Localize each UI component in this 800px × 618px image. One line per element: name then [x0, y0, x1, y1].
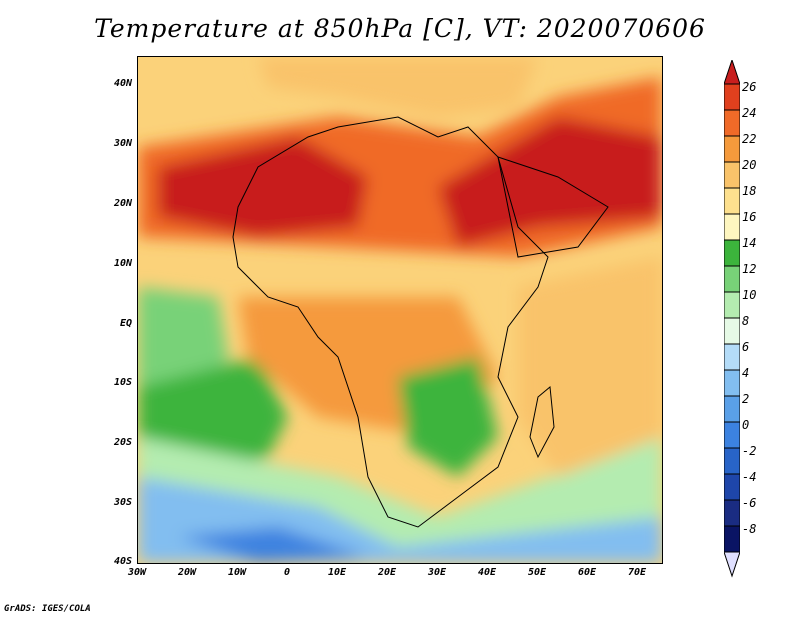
colorbar-label: 2	[742, 392, 750, 406]
colorbar-swatch	[723, 473, 741, 501]
colorbar-swatch	[723, 239, 741, 267]
lat-tick: 30N	[113, 138, 132, 149]
colorbar-label: -2	[742, 444, 757, 458]
colorbar-swatch	[723, 265, 741, 293]
hot-core-west	[158, 137, 368, 237]
colorbar-swatch	[723, 161, 741, 189]
colorbar-label: 14	[742, 236, 757, 250]
lat-tick: 20N	[113, 198, 132, 209]
colorbar-swatch	[723, 421, 741, 449]
lat-tick: 40N	[113, 78, 132, 89]
arabia-coastline	[497, 156, 609, 258]
lat-tick: EQ	[119, 318, 132, 329]
lat-tick: 20S	[113, 437, 132, 448]
colorbar-swatch	[723, 447, 741, 475]
colorbar-label: -8	[742, 522, 757, 536]
colorbar-swatch	[723, 291, 741, 319]
colorbar-label: 10	[742, 288, 757, 302]
lon-tick: 60E	[577, 567, 597, 578]
colorbar-label: 26	[742, 80, 757, 94]
colorbar-swatch	[723, 525, 741, 553]
colorbar	[723, 58, 741, 582]
colorbar-swatch	[723, 187, 741, 215]
colorbar-bottom-arrow	[723, 551, 741, 578]
colorbar-swatch	[723, 395, 741, 423]
colorbar-swatch	[723, 109, 741, 137]
colorbar-label: 4	[742, 366, 750, 380]
africa-coastline	[232, 116, 549, 528]
madagascar-coastline	[529, 386, 555, 459]
mediterranean-field	[258, 57, 538, 117]
colorbar-label: 18	[742, 184, 757, 198]
lat-tick: 30S	[113, 497, 132, 508]
lon-tick: 40E	[477, 567, 497, 578]
lon-tick: 10E	[327, 567, 347, 578]
lon-tick: 20W	[177, 567, 197, 578]
map-title: Temperature at 850hPa [C], VT: 202007060…	[94, 14, 706, 43]
colorbar-label: -6	[742, 496, 757, 510]
credit-text: GrADS: IGES/COLA	[4, 604, 91, 614]
colorbar-label: 8	[742, 314, 750, 328]
lat-tick: 40S	[113, 556, 132, 567]
temperature-map	[137, 56, 663, 564]
colorbar-swatch	[723, 83, 741, 111]
east-africa-green	[398, 357, 498, 477]
indian-ocean-field	[518, 257, 662, 477]
colorbar-swatch	[723, 317, 741, 345]
lon-tick: 0	[283, 567, 291, 578]
colorbar-swatch	[723, 499, 741, 527]
colorbar-label: 20	[742, 158, 757, 172]
colorbar-label: 16	[742, 210, 757, 224]
lon-tick: 50E	[527, 567, 547, 578]
colorbar-top-arrow	[723, 58, 741, 85]
colorbar-label: 0	[742, 418, 750, 432]
lon-tick: 20E	[377, 567, 397, 578]
colorbar-swatches	[723, 58, 741, 578]
colorbar-label: 12	[742, 262, 757, 276]
colorbar-swatch	[723, 369, 741, 397]
colorbar-swatch	[723, 135, 741, 163]
hot-core-east	[438, 117, 662, 247]
colorbar-label: 24	[742, 106, 757, 120]
lon-tick: 10W	[227, 567, 247, 578]
lon-tick: 70E	[627, 567, 647, 578]
lat-tick: 10N	[113, 258, 132, 269]
colorbar-label: -4	[742, 470, 757, 484]
lat-tick: 10S	[113, 377, 132, 388]
colorbar-swatch	[723, 343, 741, 371]
colorbar-swatch	[723, 213, 741, 241]
southern-coldest	[178, 527, 368, 563]
lon-tick: 30W	[127, 567, 147, 578]
lon-tick: 30E	[427, 567, 447, 578]
colorbar-label: 6	[742, 340, 750, 354]
colorbar-label: 22	[742, 132, 757, 146]
